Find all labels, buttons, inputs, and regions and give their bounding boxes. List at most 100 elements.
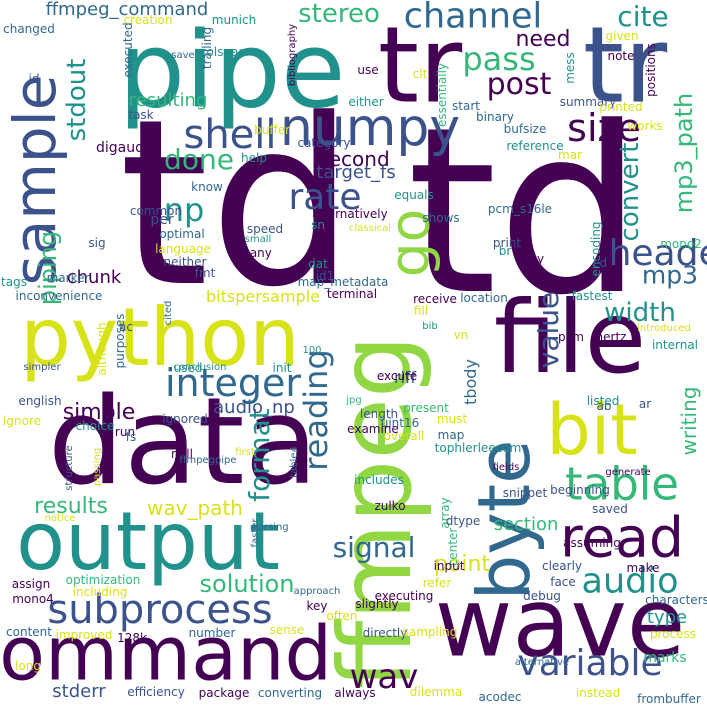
word-fastest: fastest	[571, 289, 613, 303]
word-sig: sig	[88, 236, 106, 250]
word-package: package	[198, 686, 250, 700]
word-header: header	[608, 233, 707, 274]
word-signal: signal	[332, 531, 416, 564]
word-structure: structure	[64, 445, 75, 491]
word-excute: excute	[376, 369, 418, 383]
word-tophlerleecom: tophlerleecom	[434, 441, 522, 455]
word-changed: changed	[3, 22, 55, 36]
word-ar: ar	[638, 397, 652, 411]
word-alternatively: alternatively	[312, 207, 388, 221]
word-map: map	[437, 428, 465, 442]
word-channel: channel	[403, 0, 543, 37]
word-ffmpeg-command: ffmpeg_command	[45, 0, 209, 20]
word-cd: cd	[592, 256, 608, 270]
word-essentially: essentially	[435, 62, 449, 128]
word-fmt: fmt	[194, 266, 216, 280]
word-examine: examine	[347, 422, 399, 436]
word-dtype: dtype	[445, 514, 481, 528]
word-buffer: buffer	[254, 123, 290, 137]
word-conclusion: conclusion	[173, 362, 227, 373]
word-fs: fs	[125, 430, 137, 444]
word-numpy: numpy	[279, 98, 461, 158]
word-vn: vn	[453, 328, 469, 342]
word-marker: marker	[46, 271, 90, 285]
word-marks: marks	[643, 650, 687, 666]
word-summary: summary	[559, 95, 617, 109]
word-bib: bib	[422, 321, 438, 332]
word-know: know	[191, 180, 223, 194]
word-content: content	[6, 625, 52, 639]
word-optimization: optimization	[65, 573, 141, 587]
word-wav: wav	[349, 657, 419, 697]
word-integer: integer	[164, 361, 302, 405]
word-mar: mar	[558, 148, 582, 162]
word-read: read	[560, 505, 684, 570]
word-stderr: stderr	[52, 681, 106, 702]
word-dat: dat	[308, 257, 328, 271]
word-beginning: beginning	[550, 483, 610, 497]
word-neither: neither	[163, 255, 207, 269]
word-executing: executing	[374, 589, 434, 603]
word-hertz: hertz	[595, 330, 627, 344]
word-reading: reading	[297, 349, 335, 471]
word-pcm-s16le: pcm_s16le	[487, 202, 553, 216]
word-target-fs: target_fs	[316, 162, 396, 183]
word-assuming: assuming	[563, 536, 621, 550]
word-inconvenience: inconvenience	[15, 289, 103, 303]
word-point: point	[433, 552, 491, 577]
word-dilemma: dilemma	[409, 685, 463, 699]
word-zulko: zulko	[374, 499, 406, 513]
word-section: section	[493, 514, 559, 535]
word-creation: creation	[123, 13, 173, 27]
word-ac: ac	[119, 320, 133, 334]
word-saved: saved	[592, 502, 628, 516]
word-size: size	[567, 106, 641, 150]
word-chunk: chunk	[66, 267, 122, 288]
word-ffmpegpipe: ffmpegpipe	[179, 455, 237, 466]
word-mono4: mono4	[12, 592, 54, 606]
word-way: way	[519, 252, 545, 266]
word-cited: cited	[163, 300, 174, 326]
word-save: save	[171, 50, 195, 61]
word-location: location	[460, 291, 508, 305]
word-assign: assign	[11, 577, 51, 591]
word-parsing: parsing	[251, 522, 289, 533]
word-table: table	[565, 457, 679, 511]
word-ignored: ignored	[162, 412, 208, 426]
word-wave: wave	[434, 568, 686, 679]
word-bufsize: bufsize	[503, 122, 547, 136]
word-although: although	[95, 322, 109, 376]
word-must: must	[436, 412, 468, 426]
word-reference: reference	[506, 139, 564, 153]
word-process: process	[649, 627, 697, 641]
word-choice: choice	[75, 419, 115, 433]
word-audio-np: audio_np	[213, 397, 295, 418]
word-binary: binary	[476, 110, 514, 124]
word-often: often	[326, 609, 358, 623]
word-printed: printed	[599, 100, 643, 114]
word-bibliography: bibliography	[287, 23, 298, 87]
word-used: used	[173, 361, 203, 375]
word-init: init	[272, 361, 292, 375]
word-language: language	[155, 242, 211, 256]
word-bit: bit	[546, 389, 638, 471]
word-snippet: snippet	[502, 486, 548, 500]
word-stdout: stdout	[62, 58, 92, 142]
word-either: either	[348, 95, 384, 109]
word-clearly: clearly	[541, 559, 583, 573]
word-sn: sn	[311, 218, 325, 232]
word-input: input	[433, 559, 465, 573]
word-second: second	[318, 147, 390, 171]
word-always: always	[334, 686, 376, 700]
word-approach: approach	[293, 586, 341, 597]
word-given: given	[605, 29, 639, 43]
word-need: need	[515, 27, 571, 52]
word-present: present	[403, 401, 449, 415]
word-128k: 128k	[117, 631, 147, 645]
word-category: category	[297, 136, 351, 150]
word-variable: variable	[517, 643, 663, 684]
word-improved: improved	[55, 628, 113, 642]
word-type: type	[646, 607, 688, 628]
word-pipe: pipe	[118, 9, 346, 132]
word-digaud: digaud	[95, 140, 145, 156]
